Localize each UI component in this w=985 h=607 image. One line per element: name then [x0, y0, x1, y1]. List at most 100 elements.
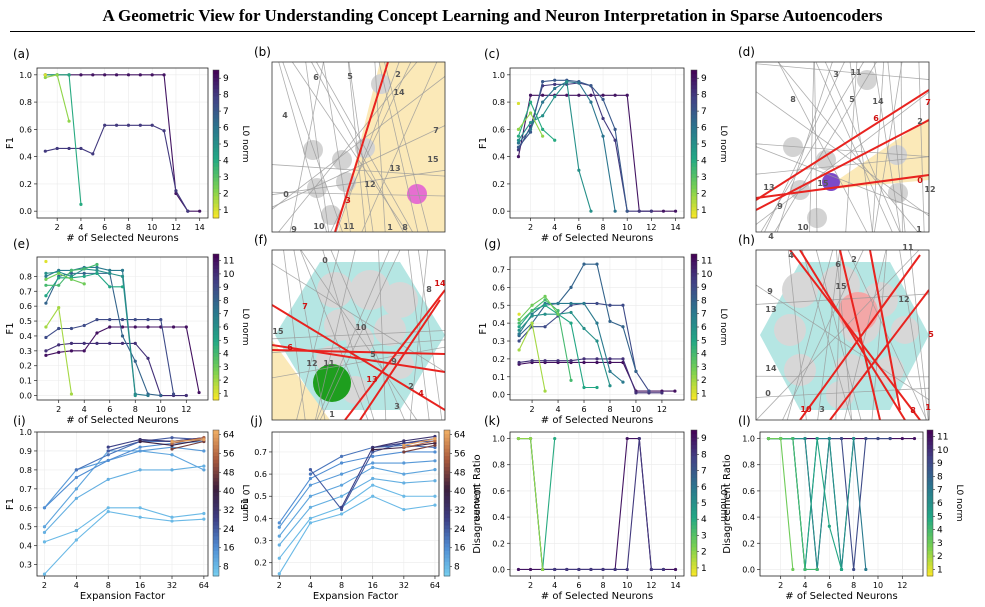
colorbar-cell	[213, 140, 219, 145]
colorbar-cell	[213, 437, 219, 442]
y-tick-label: 0.9	[19, 447, 32, 456]
data-point	[82, 271, 86, 275]
colorbar-cell	[444, 481, 450, 486]
diagram-content	[756, 250, 929, 420]
colorbar-tick-label: 2	[701, 548, 707, 558]
data-point	[138, 439, 142, 444]
data-point	[371, 461, 375, 465]
colorbar-cell	[444, 437, 450, 442]
colorbar-cell	[691, 546, 697, 551]
data-point	[120, 325, 125, 329]
colorbar-cell	[444, 448, 450, 453]
colorbar-cell	[927, 433, 933, 438]
neuron-hyperplane	[809, 62, 815, 232]
colorbar-cell	[213, 272, 219, 277]
colorbar-cell	[691, 389, 697, 394]
data-point	[162, 73, 166, 77]
data-point	[114, 73, 119, 77]
neuron-label: 3	[345, 196, 351, 205]
axes-frame	[509, 431, 685, 577]
data-point	[69, 349, 74, 353]
neuron-hyperplane	[272, 125, 445, 208]
series-l0-64	[402, 437, 437, 447]
data-point	[95, 331, 99, 335]
neuron-label: 9	[291, 225, 297, 234]
colorbar-cell	[691, 316, 697, 321]
colorbar-cell	[927, 448, 933, 453]
data-point	[543, 312, 547, 316]
colorbar-cell	[691, 210, 697, 215]
colorbar-tick-label: 3	[701, 363, 707, 373]
data-point	[69, 271, 74, 275]
data-point	[138, 515, 142, 519]
data-point	[582, 360, 586, 365]
data-point	[133, 359, 137, 363]
colorbar-cell	[213, 385, 219, 390]
y-tick-label: 1.0	[742, 435, 755, 444]
colorbar-cell	[691, 444, 697, 449]
colorbar-cell	[444, 528, 450, 533]
data-point	[516, 145, 521, 149]
colorbar-cell	[691, 125, 697, 130]
data-point	[42, 530, 47, 535]
neuron-label: 5	[370, 350, 376, 359]
data-point	[42, 506, 47, 510]
colorbar-cell	[444, 466, 450, 471]
x-axis-label: # of Selected Neurons	[66, 233, 178, 244]
y-tick-label: 0.6	[742, 487, 755, 496]
data-point	[402, 507, 406, 512]
series-l0-2	[44, 306, 74, 396]
data-point	[103, 73, 107, 77]
neuron-hyperplane	[347, 62, 366, 232]
colorbar-tick-label: 64	[454, 431, 466, 441]
data-point	[553, 86, 557, 91]
colorbar-cell	[691, 140, 697, 145]
colorbar-cell	[213, 275, 219, 281]
data-point	[106, 506, 110, 510]
x-tick-label: 12	[646, 223, 656, 232]
neuron-label: 13	[763, 183, 774, 192]
series-line	[518, 263, 637, 372]
data-point	[530, 303, 534, 307]
colorbar-cell	[213, 70, 219, 75]
data-point	[371, 445, 375, 450]
colorbar-tick-label: 7	[937, 486, 943, 496]
data-point	[528, 130, 533, 134]
colorbar-cell	[213, 166, 219, 171]
series-l0-1	[44, 259, 48, 264]
data-point	[402, 439, 406, 443]
colorbar-cell	[691, 473, 697, 478]
neuron-label: 8	[910, 406, 916, 415]
colorbar-cell	[213, 254, 219, 259]
data-point	[569, 378, 573, 382]
colorbar-cell	[444, 572, 450, 577]
neuron-hyperplane	[289, 62, 324, 232]
sample-cloud	[382, 282, 418, 318]
x-tick-label: 2	[56, 405, 61, 414]
data-point	[371, 454, 375, 458]
x-axis-label: # of Selected Neurons	[541, 415, 653, 426]
data-point	[517, 312, 521, 316]
y-tick-label: 0.0	[742, 565, 755, 574]
colorbar-cell	[213, 286, 219, 291]
data-point	[595, 301, 599, 306]
neuron-label: 6	[287, 343, 293, 352]
data-point	[530, 309, 534, 313]
data-point	[339, 505, 344, 509]
colorbar-cell	[213, 352, 219, 357]
data-point	[186, 209, 190, 213]
y-tick-label: 0.7	[19, 287, 32, 296]
colorbar-cell	[213, 484, 219, 489]
data-point	[601, 97, 605, 101]
data-point	[803, 436, 807, 441]
neuron-hyperplane	[378, 250, 387, 420]
data-point	[601, 93, 605, 97]
y-tick-label: 0.0	[19, 392, 32, 401]
series-line	[518, 79, 628, 212]
panel-label: (g)	[484, 237, 501, 251]
colorbar-cell	[444, 517, 450, 522]
data-point	[634, 391, 638, 395]
x-axis-label: # of Selected Neurons	[541, 591, 653, 602]
series-l0-8	[42, 506, 206, 544]
